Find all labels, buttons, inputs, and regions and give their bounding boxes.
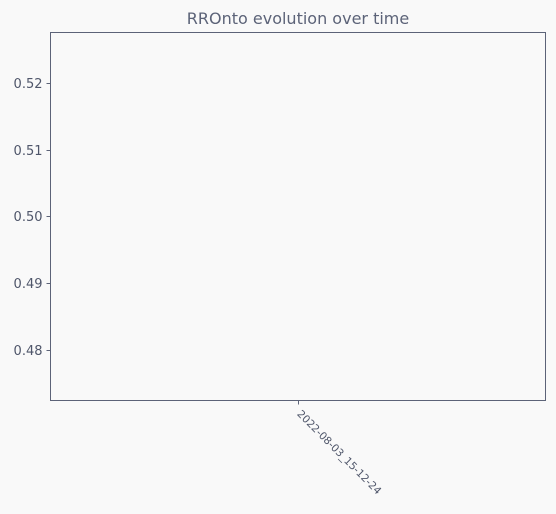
y-tick-label: 0.48 (14, 344, 43, 359)
y-tick-label: 0.52 (14, 77, 43, 92)
chart-title: RROnto evolution over time (187, 9, 409, 28)
plot-area (50, 32, 546, 401)
y-tick-label: 0.50 (14, 210, 43, 225)
y-tick-label: 0.49 (14, 277, 43, 292)
x-axis: 2022-08-03_15-12-24 (294, 400, 384, 497)
y-axis: 0.48 0.49 0.50 0.51 0.52 (14, 77, 51, 359)
x-tick-label: 2022-08-03_15-12-24 (294, 408, 383, 497)
y-tick-label: 0.51 (14, 144, 43, 159)
